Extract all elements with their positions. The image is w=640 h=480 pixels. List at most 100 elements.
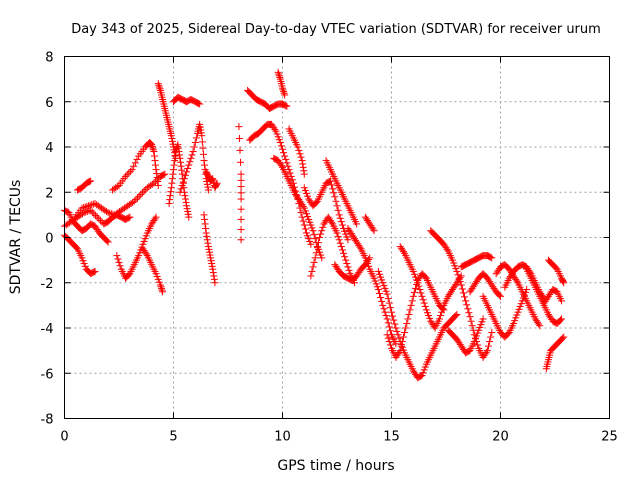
data-point bbox=[171, 157, 179, 165]
data-point bbox=[190, 143, 198, 151]
data-point bbox=[316, 234, 324, 241]
series-arc5 bbox=[74, 177, 95, 194]
y-tick-label: -4 bbox=[41, 322, 54, 337]
data-point bbox=[181, 195, 189, 203]
series-arc39 bbox=[542, 333, 568, 373]
data-point bbox=[171, 152, 179, 160]
series-arc37 bbox=[523, 265, 566, 327]
data-point bbox=[281, 152, 289, 160]
data-point bbox=[140, 187, 148, 195]
data-point bbox=[328, 218, 336, 226]
data-point bbox=[343, 260, 351, 268]
series-arc27 bbox=[374, 267, 461, 382]
data-point bbox=[396, 347, 404, 355]
data-point bbox=[331, 193, 339, 201]
data-point bbox=[377, 293, 385, 301]
data-point bbox=[353, 220, 361, 228]
data-point bbox=[418, 292, 426, 300]
data-point bbox=[78, 204, 86, 212]
series-arc38 bbox=[540, 286, 566, 307]
data-point bbox=[80, 204, 88, 212]
data-point bbox=[299, 163, 307, 171]
data-point bbox=[307, 240, 315, 248]
data-point bbox=[201, 161, 209, 169]
data-point bbox=[295, 146, 303, 154]
data-point bbox=[182, 198, 190, 206]
data-point bbox=[237, 176, 245, 184]
data-point bbox=[385, 323, 393, 331]
data-point bbox=[536, 322, 544, 330]
data-point bbox=[280, 89, 288, 97]
data-point bbox=[126, 213, 134, 221]
data-point bbox=[461, 293, 469, 301]
data-point bbox=[338, 221, 346, 229]
data-point bbox=[385, 299, 393, 307]
data-point bbox=[457, 281, 465, 289]
data-point bbox=[130, 197, 138, 205]
data-point bbox=[513, 277, 521, 285]
data-point bbox=[483, 347, 491, 355]
data-point bbox=[210, 275, 218, 283]
data-point bbox=[384, 319, 392, 327]
data-point bbox=[137, 191, 145, 199]
data-point bbox=[166, 196, 174, 204]
data-point bbox=[203, 232, 211, 240]
data-point bbox=[488, 329, 496, 337]
data-point bbox=[277, 142, 285, 150]
data-point bbox=[167, 188, 175, 196]
data-point bbox=[237, 215, 245, 223]
data-point bbox=[149, 146, 157, 154]
data-point bbox=[410, 288, 418, 296]
data-point bbox=[181, 192, 189, 200]
data-point bbox=[83, 202, 91, 210]
chart-title: Day 343 of 2025, Sidereal Day-to-day VTE… bbox=[71, 22, 601, 37]
data-point bbox=[213, 179, 221, 187]
data-point bbox=[161, 170, 169, 178]
data-point bbox=[283, 159, 291, 167]
data-point bbox=[338, 246, 346, 254]
data-point bbox=[482, 348, 490, 356]
data-point bbox=[237, 170, 245, 178]
series-arc6 bbox=[108, 138, 162, 194]
data-point bbox=[204, 186, 212, 194]
data-point bbox=[91, 267, 99, 275]
data-point bbox=[198, 138, 206, 146]
data-point bbox=[86, 178, 94, 186]
data-point bbox=[185, 213, 193, 221]
data-point bbox=[132, 196, 140, 204]
data-point bbox=[142, 250, 150, 258]
data-point bbox=[294, 143, 302, 151]
data-point bbox=[395, 348, 403, 356]
x-axis-label: GPS time / hours bbox=[277, 458, 394, 474]
series-arc31 bbox=[444, 315, 487, 357]
data-point bbox=[386, 304, 394, 312]
data-point bbox=[178, 170, 186, 178]
data-point bbox=[416, 286, 424, 294]
data-point bbox=[384, 334, 392, 342]
data-point bbox=[309, 227, 317, 235]
data-point bbox=[279, 145, 286, 153]
data-point bbox=[336, 214, 344, 222]
data-point bbox=[184, 164, 192, 172]
data-point bbox=[415, 282, 423, 290]
series-arc9 bbox=[154, 80, 180, 162]
data-point bbox=[437, 312, 445, 320]
data-point bbox=[84, 202, 92, 210]
x-tick-label: 0 bbox=[60, 430, 68, 445]
data-point bbox=[156, 281, 164, 289]
data-point bbox=[201, 220, 209, 228]
data-point bbox=[390, 316, 398, 324]
series-arc15 bbox=[235, 123, 245, 244]
data-point bbox=[558, 297, 566, 305]
data-point bbox=[277, 162, 285, 170]
data-point bbox=[386, 327, 394, 335]
data-point bbox=[104, 209, 112, 217]
data-point bbox=[174, 144, 182, 152]
data-point bbox=[340, 249, 348, 257]
data-point bbox=[237, 236, 245, 244]
data-point bbox=[237, 189, 245, 197]
data-point bbox=[409, 292, 417, 300]
series-arc33 bbox=[466, 270, 504, 300]
data-point bbox=[386, 341, 394, 349]
